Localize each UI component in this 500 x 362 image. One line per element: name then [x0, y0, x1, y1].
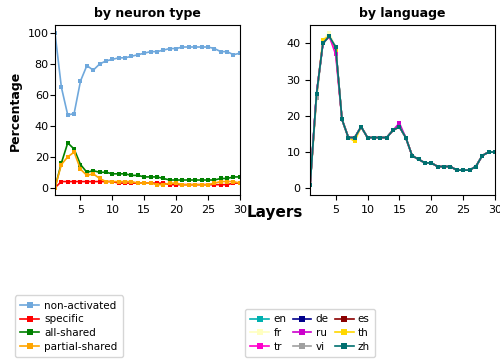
- Title: by language: by language: [360, 7, 446, 20]
- Title: by neuron type: by neuron type: [94, 7, 201, 20]
- Legend: non-activated, specific, all-shared, partial-shared: non-activated, specific, all-shared, par…: [15, 295, 123, 357]
- Legend: en, fr, tr, de, ru, vi, es, th, zh: en, fr, tr, de, ru, vi, es, th, zh: [245, 309, 375, 357]
- Y-axis label: Percentage: Percentage: [9, 70, 22, 151]
- Text: Layers: Layers: [247, 205, 303, 219]
